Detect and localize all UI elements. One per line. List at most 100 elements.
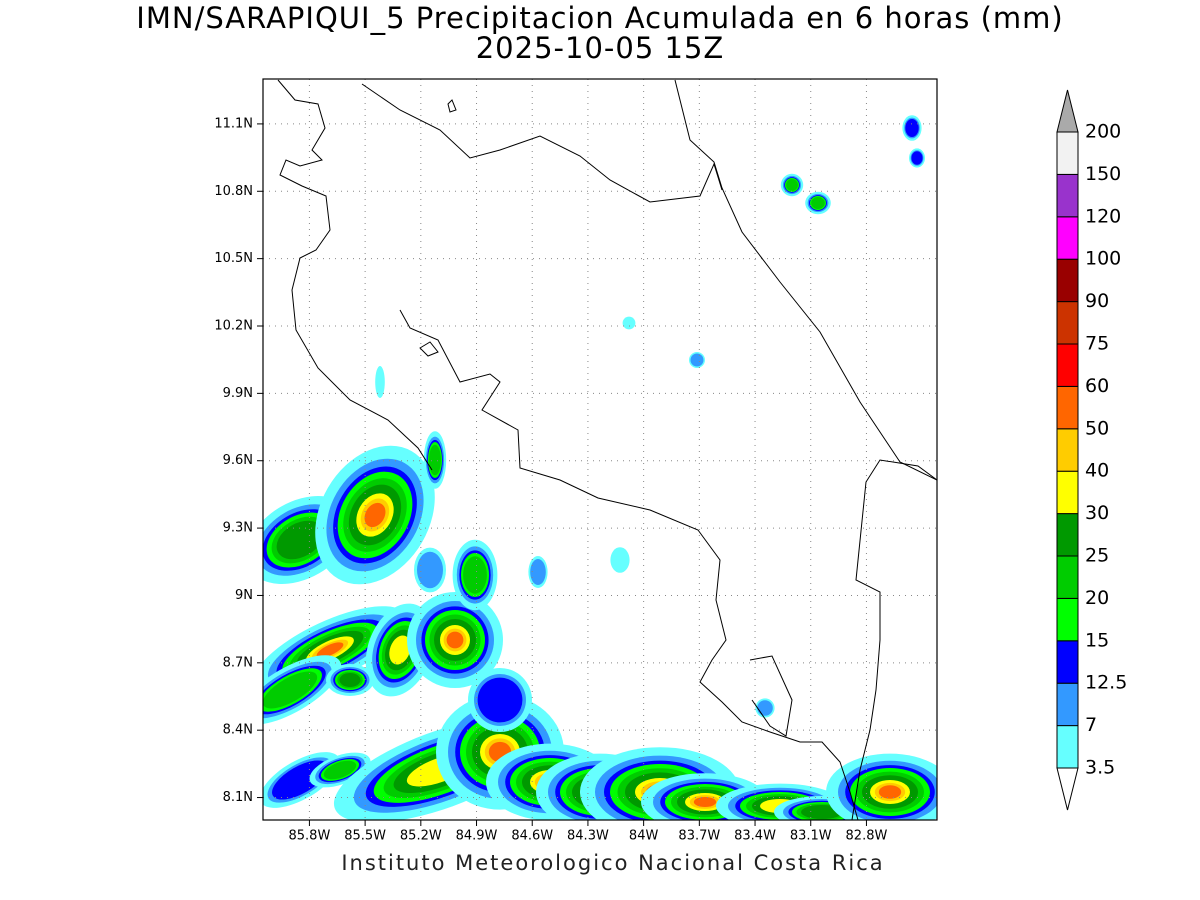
y-tick-label: 9.6N [223,453,253,468]
rain-cell [826,753,937,820]
y-tick-label: 11.1N [214,116,253,131]
colorbar-box [1056,555,1079,599]
colorbar-label: 3.5 [1085,757,1115,779]
rain-cell [375,366,385,398]
x-tick-label: 85.8W [289,829,331,844]
coastlines [277,79,937,820]
colorbar-label: 25 [1085,545,1109,567]
rain-contour [690,353,704,367]
rain-contour [339,673,361,687]
y-tick-label: 10.5N [214,251,253,266]
rain-cell [423,431,447,489]
x-tick-label: 85.2W [400,829,442,844]
rain-contour [263,671,318,709]
y-tick-label: 8.4N [223,723,253,738]
rain-cell [315,445,435,585]
y-tick-label: 10.2N [214,319,253,334]
rain-cell [610,547,630,573]
colorbar-label: 75 [1085,333,1109,355]
rain-cell [326,664,374,696]
colorbar-box [1056,725,1079,769]
island [447,99,457,113]
rain-cell [689,352,705,368]
y-tick-label: 9N [235,588,253,603]
colorbar-label: 60 [1085,375,1109,397]
colorbar-box [1056,301,1079,345]
rain-cell [414,547,446,593]
colorbar-label: 12.5 [1085,672,1127,694]
map-frame [262,78,938,821]
rain-cell [805,191,831,215]
rain-cell [780,173,804,197]
rain-contour [610,547,630,573]
x-tick-label: 84.6W [511,829,553,844]
rain-contour [389,635,411,665]
rain-contour [622,316,636,330]
colorbar-box [1056,131,1079,175]
border [361,83,723,203]
rain-cell [902,115,922,141]
border [851,459,937,820]
rain-contour [693,796,717,808]
precipitation-field [263,115,937,820]
x-tick-label: 85.5W [344,829,386,844]
colorbar-label: 150 [1085,163,1121,185]
rain-contour [905,119,919,137]
rain-cell [407,592,503,688]
rain-cell [263,655,342,725]
colorbar-box [1056,385,1079,430]
rain-contour [477,677,523,723]
rain-cell [528,556,548,588]
rain-contour [364,502,386,528]
coastline [399,309,859,820]
map-subtitle: 2025-10-05 15Z [476,31,725,65]
rain-cell [909,148,925,168]
colorbar-over [1056,89,1079,133]
colorbar-label: 120 [1085,205,1121,227]
colorbar-label: 40 [1085,460,1109,482]
rain-contour [878,785,902,799]
coastline [674,79,937,481]
y-tick-label: 9.3N [223,521,253,536]
colorbar-under [1056,767,1079,811]
rain-contour [530,559,546,585]
colorbar: 3.5 7 12.5 15 20 25 30 40 50 60 75 90 100 120 150 200 [1056,89,1127,811]
rain-contour [417,551,443,589]
colorbar-box [1056,343,1079,387]
rain-contour [375,366,385,398]
y-tick-label: 9.9N [223,386,253,401]
colorbar-box [1056,173,1079,218]
colorbar-label: 200 [1085,121,1121,143]
y-tick-label: 8.7N [223,655,253,670]
x-tick-label: 83.7W [678,829,720,844]
colorbar-box [1056,513,1079,557]
y-tick-label: 8.1N [223,790,253,805]
colorbar-box [1056,470,1079,515]
x-tick-label: 83.4W [734,829,776,844]
colorbar-label: 90 [1085,290,1109,312]
footer: Instituto Meteorologico Nacional Costa R… [341,851,884,875]
x-tick-label: 84W [629,829,659,844]
rain-contour [911,151,923,165]
rain-cell [468,668,532,732]
rain-contour [323,760,357,780]
colorbar-label: 20 [1085,587,1109,609]
rain-contour [446,631,464,649]
axis-ticks: 85.8W 85.5W 85.2W 84.9W 84.6W 84.3W 84W 83.7W 83… [214,116,887,843]
colorbar-box [1056,216,1079,260]
rain-contour [757,700,773,716]
rain-cell [452,539,498,611]
rain-contour [276,520,324,560]
rain-contour [463,556,487,594]
colorbar-label: 7 [1085,714,1097,736]
x-tick-label: 84.9W [456,829,498,844]
y-tick-label: 10.8N [214,184,253,199]
colorbar-box [1056,428,1079,472]
x-tick-label: 83.1W [790,829,832,844]
rain-contour [786,179,798,191]
colorbar-box [1056,258,1079,303]
coastline [277,79,433,471]
x-tick-label: 84.3W [567,829,609,844]
rain-cell [755,698,775,718]
